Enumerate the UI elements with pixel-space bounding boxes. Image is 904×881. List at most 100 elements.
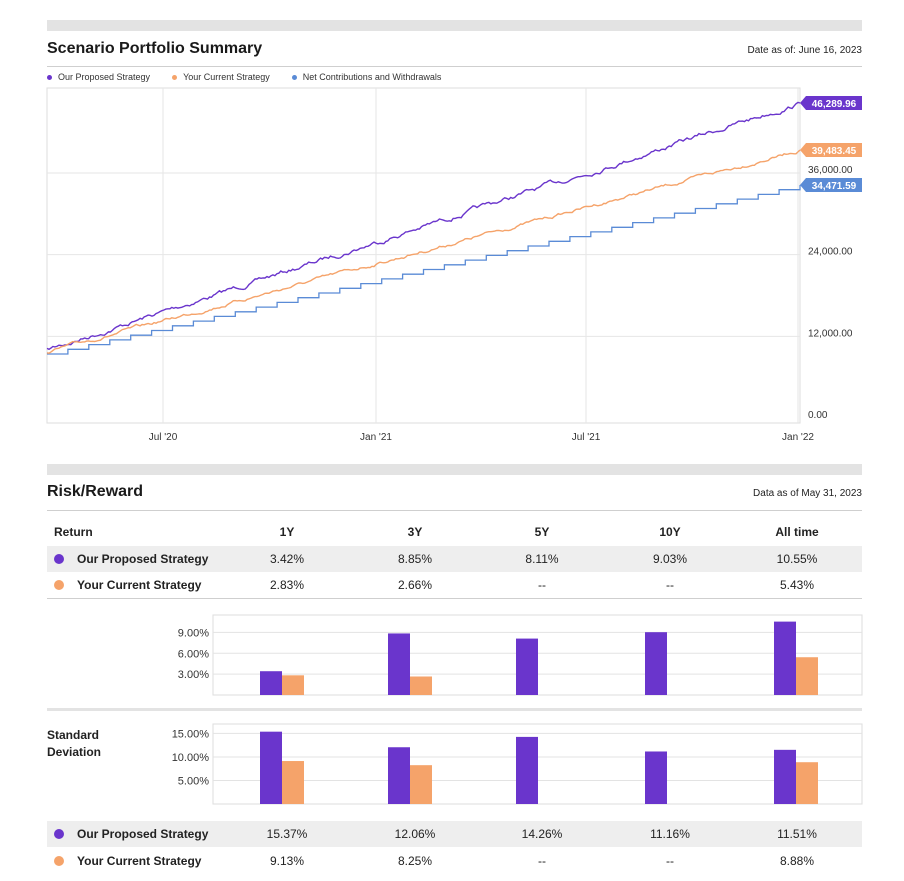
std-bar-current [796,762,818,804]
std-bar-chart: 5.00% 10.00% 15.00% [172,723,863,805]
summary-title: Scenario Portfolio Summary [47,40,263,57]
std-row-current: Your Current Strategy 9.13% 8.25% -- -- … [47,848,862,874]
end-label-text: 39,483.45 [812,146,857,157]
std-cell: -- [666,854,674,868]
y-tick-label: 24,000.00 [808,247,853,258]
returns-header-row: Return 1Y 3Y 5Y 10Y All time [47,519,862,545]
returns-cell: -- [538,578,546,592]
returns-cell: 3.42% [269,552,305,566]
return-bar-proposed [516,638,538,695]
std-label-line1: Standard [47,728,100,742]
legend-item-net[interactable]: Net Contributions and Withdrawals [291,72,442,82]
returns-row-label: Our Proposed Strategy [77,552,209,566]
plot-frame [46,87,801,424]
legend-dot-current [172,74,178,80]
std-y-tick: 15.00% [172,728,210,740]
std-bar-proposed [388,747,410,804]
std-bar-current [410,765,432,804]
std-cell: -- [538,854,546,868]
line-chart-labels: 0.00 12,000.00 24,000.00 36,000.00 Jul '20 Ja… [149,96,862,443]
end-label-net: 34,471.59 [800,178,862,192]
std-cell: 11.16% [650,827,690,841]
std-bar-proposed [516,736,538,804]
returns-cell: 9.03% [652,552,688,566]
returns-header-5y: 5Y [534,525,550,539]
return-bar-proposed [260,671,282,695]
x-tick-label: Jan '21 [360,432,392,443]
std-row-label: Our Proposed Strategy [77,827,209,841]
return-bar-proposed [645,632,667,695]
x-tick-label: Jul '20 [149,432,178,443]
return-bar-current [796,657,818,695]
risk-title: Risk/Reward [47,483,144,500]
end-label-proposed: 46,289.96 [800,96,862,110]
returns-row-proposed: Our Proposed Strategy 3.42% 8.85% 8.11% … [47,546,862,572]
return-bar-current [410,676,432,695]
returns-header-1y: 1Y [279,525,295,539]
return-bar-proposed [388,633,410,695]
std-bar-proposed [260,731,282,804]
risk-top-bar [47,464,862,475]
std-bar-current [282,761,304,804]
current-dot [54,856,64,866]
x-tick-label: Jul '21 [572,432,601,443]
legend-item-proposed[interactable]: Our Proposed Strategy [47,72,150,82]
returns-header-alltime: All time [775,525,819,539]
returns-row-label: Your Current Strategy [77,578,202,592]
x-tick-label: Jan '22 [782,432,814,443]
return-bar-current [282,675,304,695]
line-current [46,149,801,354]
returns-header-10y: 10Y [659,525,681,539]
std-divider-bar [47,708,862,711]
end-label-box [800,178,862,192]
end-label-current: 39,483.45 [800,143,862,157]
return-y-tick: 3.00% [178,669,209,681]
risk-divider [47,510,862,511]
end-label-text: 34,471.59 [812,181,857,192]
return-bar-proposed [774,621,796,695]
returns-table-divider [47,598,862,599]
std-y-tick: 10.00% [172,752,210,764]
y-tick-label: 0.00 [808,410,828,421]
std-label-line2: Deviation [47,745,102,759]
proposed-dot [54,829,64,839]
legend-item-current[interactable]: Your Current Strategy [172,72,270,82]
proposed-dot [54,554,64,564]
end-label-box [800,143,862,157]
legend-label-net: Net Contributions and Withdrawals [302,72,442,82]
std-cell: 9.13% [269,854,305,868]
legend-label-proposed: Our Proposed Strategy [58,72,151,82]
returns-cell: 5.43% [779,578,815,592]
std-row-proposed: Our Proposed Strategy 15.37% 12.06% 14.2… [47,821,862,847]
std-y-tick: 5.00% [178,775,209,787]
returns-cell: 10.55% [776,552,818,566]
line-chart: 0.00 12,000.00 24,000.00 36,000.00 Jul '20 Ja… [46,87,862,443]
returns-header-3y: 3Y [407,525,423,539]
return-bar-chart: 3.00% 6.00% 9.00% [178,614,863,696]
returns-cell: 8.11% [525,552,559,566]
std-bar-proposed [645,751,667,804]
std-label: Standard Deviation [47,727,101,761]
legend-label-current: Your Current Strategy [183,72,270,82]
summary-top-bar [47,20,862,31]
returns-header-label: Return [54,525,93,539]
std-cell: 12.06% [394,827,436,841]
current-dot [54,580,64,590]
returns-cell: 2.83% [269,578,305,592]
returns-cell: 8.85% [397,552,433,566]
std-cell: 15.37% [266,827,308,841]
end-label-text: 46,289.96 [812,99,857,110]
risk-as-of: Data as of May 31, 2023 [753,488,862,499]
end-label-box [800,96,862,110]
line-net [47,185,801,355]
line-proposed [46,101,801,351]
y-tick-label: 36,000.00 [808,165,853,176]
summary-as-of: Date as of: June 16, 2023 [747,45,862,56]
returns-cell: -- [666,578,674,592]
line-chart-grid [46,87,801,424]
legend-dot-net [291,74,297,80]
legend-dot-proposed [47,74,52,80]
std-cell: 8.88% [779,854,815,868]
std-cell: 11.51% [777,827,817,841]
returns-row-current: Your Current Strategy 2.83% 2.66% -- -- … [47,572,862,598]
